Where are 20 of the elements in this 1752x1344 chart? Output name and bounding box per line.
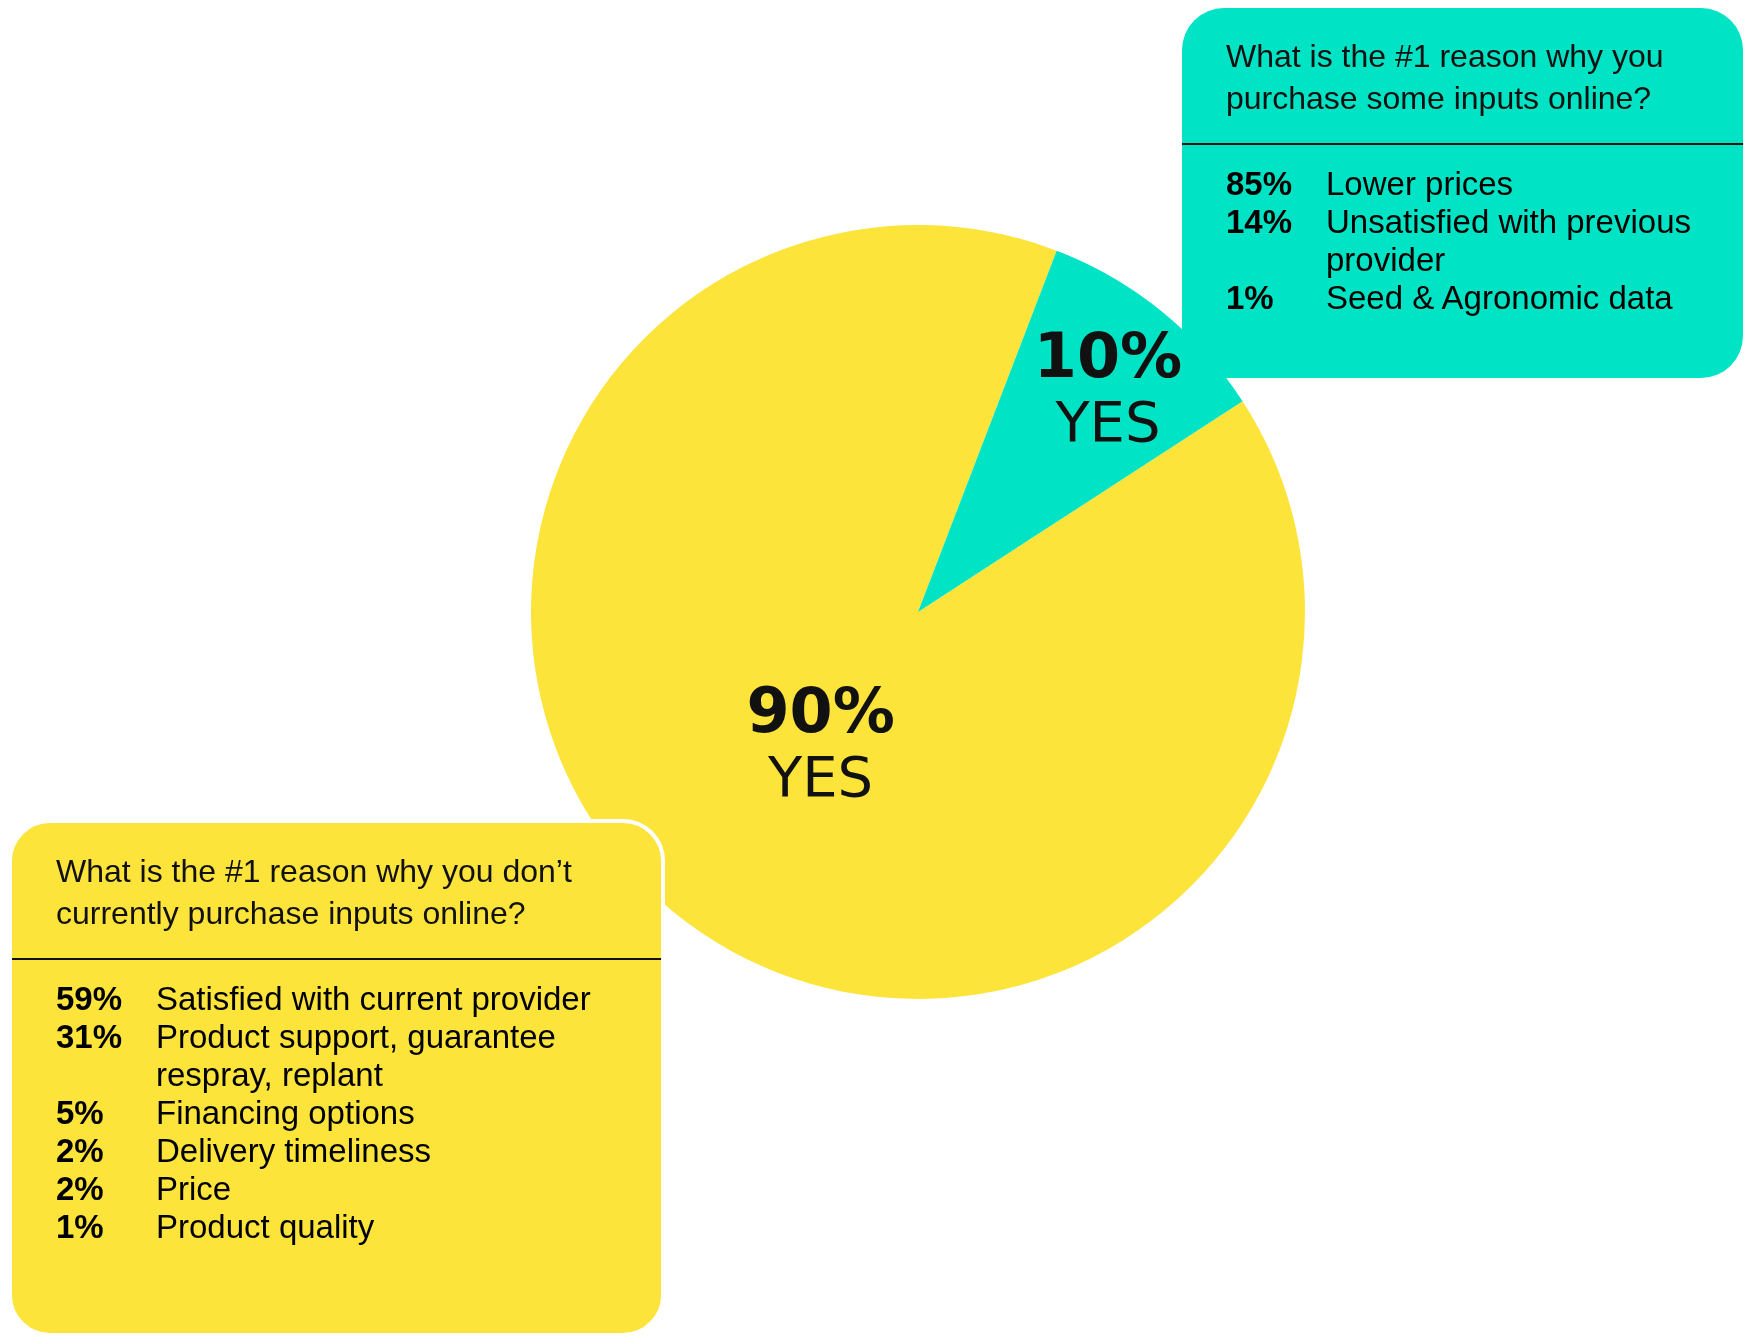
text: 59% [56, 980, 123, 1018]
category-label: Lower prices [1326, 165, 1515, 204]
category-label: Satisfied with current provider [156, 980, 592, 1019]
text: 31% [56, 1018, 123, 1056]
text: 2% [56, 1131, 104, 1169]
text: 1% [1226, 279, 1274, 316]
text: 2% [56, 1169, 104, 1207]
text: What is the #1 reason why you don’t currently purchase inputs online? [12, 851, 661, 961]
category-label: Seed & Agronomic data [1326, 279, 1674, 317]
text: What is the #1 reason why you purchase some inputs online? [1182, 36, 1743, 146]
text: 85% [1226, 165, 1293, 203]
text: 1% [56, 1207, 104, 1245]
category-label: Product support, guarantee respray, replant [156, 1018, 557, 1094]
category-label: Price [156, 1169, 233, 1208]
text: 14% [1226, 203, 1293, 241]
category-label: Delivery timeliness [156, 1131, 433, 1170]
category-label: Financing options [156, 1094, 416, 1132]
category-label: Unsatisfied with previous provider [1326, 203, 1692, 279]
text: 5% [56, 1094, 104, 1131]
category-label: Product quality [156, 1207, 376, 1246]
